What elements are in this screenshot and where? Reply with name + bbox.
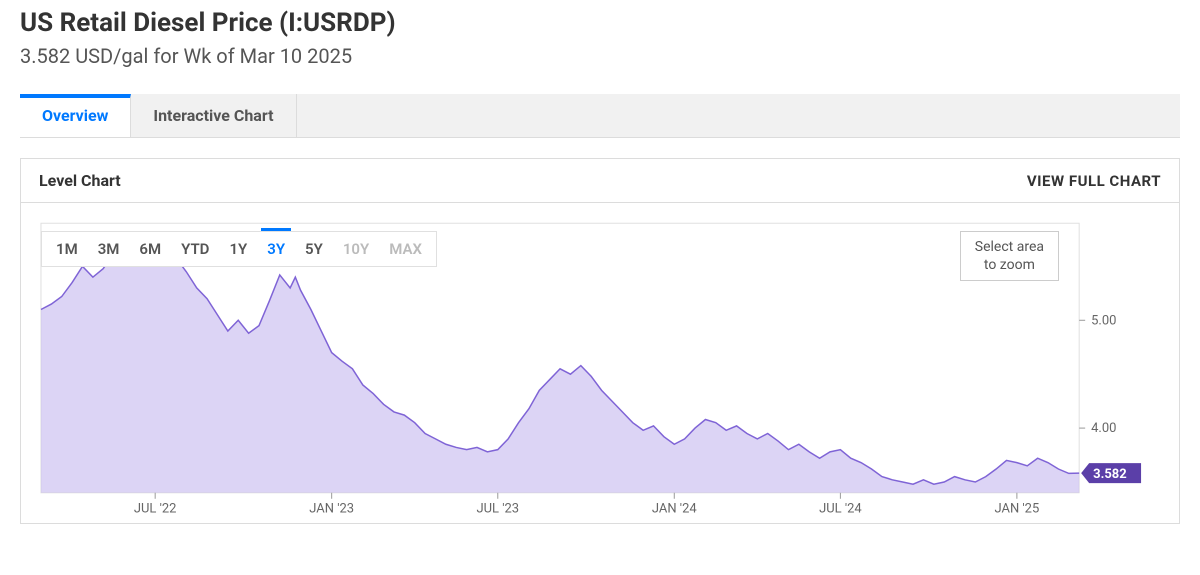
range-6m[interactable]: 6M [129, 234, 171, 264]
svg-text:JUL '22: JUL '22 [134, 502, 177, 517]
svg-text:JAN '24: JAN '24 [652, 502, 697, 517]
page-subtitle: 3.582 USD/gal for Wk of Mar 10 2025 [20, 44, 1180, 68]
page-title: US Retail Diesel Price (I:USRDP) [20, 8, 1180, 38]
range-3m[interactable]: 3M [88, 234, 130, 264]
view-full-chart-link[interactable]: VIEW FULL CHART [1027, 172, 1161, 190]
page-header: US Retail Diesel Price (I:USRDP) 3.582 U… [20, 0, 1180, 80]
range-1y[interactable]: 1Y [219, 234, 257, 264]
range-3y[interactable]: 3Y [257, 234, 295, 264]
range-10y: 10Y [333, 234, 379, 264]
svg-text:JUL '24: JUL '24 [819, 502, 862, 517]
zoom-hint-line1: Select area [975, 238, 1044, 256]
tabs: OverviewInteractive Chart [20, 94, 1180, 138]
chart-card-header: Level Chart VIEW FULL CHART [21, 159, 1179, 203]
range-ytd[interactable]: YTD [171, 234, 219, 264]
range-5y[interactable]: 5Y [295, 234, 333, 264]
svg-text:3.582: 3.582 [1093, 467, 1127, 482]
svg-text:4.00: 4.00 [1091, 421, 1116, 436]
tab-overview[interactable]: Overview [20, 94, 131, 137]
chart-card-title: Level Chart [39, 171, 121, 190]
zoom-hint: Select area to zoom [960, 231, 1059, 281]
svg-text:5.00: 5.00 [1091, 313, 1116, 328]
range-selector: 1M3M6MYTD1Y3Y5Y10YMAX [41, 231, 437, 267]
range-1m[interactable]: 1M [46, 234, 88, 264]
tab-interactive-chart[interactable]: Interactive Chart [131, 94, 296, 137]
range-max: MAX [379, 234, 432, 264]
chart-body: 1M3M6MYTD1Y3Y5Y10YMAX Select area to zoo… [21, 203, 1179, 523]
svg-text:JAN '25: JAN '25 [994, 502, 1039, 517]
zoom-hint-line2: to zoom [975, 256, 1044, 274]
svg-text:JAN '23: JAN '23 [309, 502, 354, 517]
svg-text:JUL '23: JUL '23 [476, 502, 519, 517]
chart-card: Level Chart VIEW FULL CHART 1M3M6MYTD1Y3… [20, 158, 1180, 524]
